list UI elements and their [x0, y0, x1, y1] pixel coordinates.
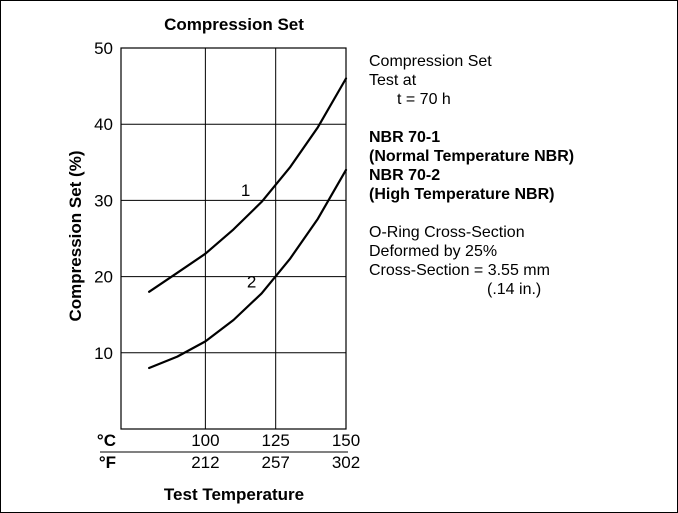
x-unit-celsius: °C: [97, 431, 116, 450]
x-axis-label: Test Temperature: [164, 485, 304, 504]
legend-test-at: Test at: [369, 72, 417, 89]
legend-series-1-name: NBR 70-1: [369, 129, 441, 146]
legend-cross-section-size: Cross-Section = 3.55 mm: [369, 262, 550, 279]
legend-cross-section-inches: (.14 in.): [487, 281, 542, 298]
x-tick-label-fahrenheit: 257: [262, 453, 290, 472]
legend-panel: Compression Set Test at t = 70 h NBR 70-…: [369, 52, 669, 299]
legend-series-2-name: NBR 70-2: [369, 167, 441, 184]
y-axis-label: Compression Set (%): [66, 151, 85, 322]
x-unit-fahrenheit: °F: [99, 453, 116, 472]
x-tick-label-fahrenheit: 302: [332, 453, 360, 472]
series-2-label: 2: [247, 272, 256, 291]
x-tick-label-celsius: 100: [191, 431, 219, 450]
legend-series-1-desc: (Normal Temperature NBR): [369, 148, 575, 165]
legend-cross-section: O-Ring Cross-Section: [369, 224, 525, 241]
y-tick-label: 50: [94, 39, 113, 58]
x-tick-label-celsius: 125: [262, 431, 290, 450]
plot-frame: [120, 47, 347, 430]
legend-heading: Compression Set: [369, 53, 492, 70]
y-tick-label: 20: [94, 268, 113, 287]
x-tick-label-celsius: 150: [332, 431, 360, 450]
series-2-line: [148, 168, 348, 370]
series-1-line: [148, 77, 348, 293]
legend-duration: t = 70 h: [397, 91, 451, 108]
y-tick-label: 30: [94, 191, 113, 210]
y-tick-label: 40: [94, 115, 113, 134]
chart-title: Compression Set: [164, 15, 304, 34]
y-tick-label: 10: [94, 344, 113, 363]
legend-series-2-desc: (High Temperature NBR): [369, 186, 555, 203]
series-1-label: 1: [241, 181, 250, 200]
legend-deformation: Deformed by 25%: [369, 243, 498, 260]
x-tick-label-fahrenheit: 212: [191, 453, 219, 472]
plot-area: 10 20 30 40 50 °C °F 100 125 150 212 257 302 1 2: [94, 39, 360, 472]
